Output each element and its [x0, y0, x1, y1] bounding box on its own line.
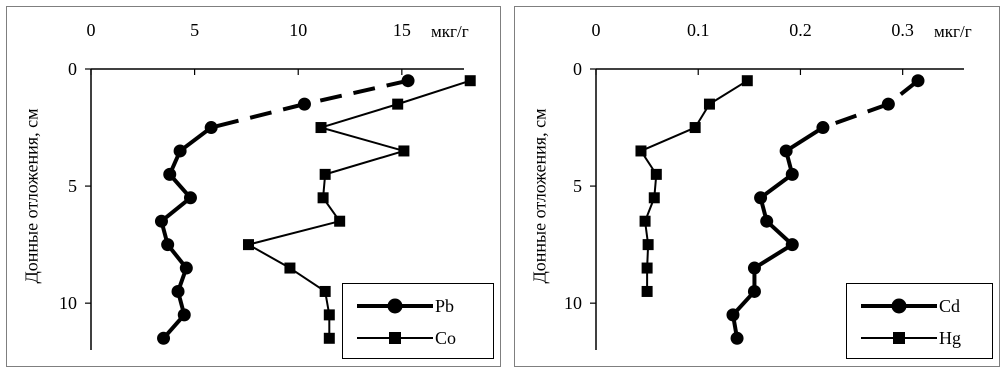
data-point-pb [401, 74, 415, 88]
data-point-cd [747, 284, 761, 298]
data-point-hg [635, 145, 647, 157]
data-point-pb [183, 191, 197, 205]
data-point-pb [171, 284, 185, 298]
data-point-co [323, 332, 335, 344]
x-tick-label: 0.2 [789, 20, 812, 40]
data-point-co [323, 309, 335, 321]
data-point-co [315, 122, 327, 134]
x-unit-label: мкг/г [934, 22, 972, 41]
data-point-cd [779, 144, 793, 158]
x-tick-label: 15 [393, 20, 411, 40]
data-point-hg [642, 239, 654, 251]
y-axis-label: Донные отложения, см [529, 108, 550, 284]
data-point-co [242, 239, 254, 251]
legend: Pb Co [342, 283, 494, 359]
data-point-co [392, 98, 404, 110]
legend-item-pb: Pb [343, 291, 493, 321]
data-point-pb [161, 238, 175, 252]
data-point-pb [163, 167, 177, 181]
x-tick-label: 0.3 [891, 20, 914, 40]
data-point-pb [177, 308, 191, 322]
chart-panel-pb-co: 0 5 10 15 0 5 10 мкг/г Донные отложения, см Pb… [6, 6, 501, 367]
data-point-cd [911, 74, 925, 88]
x-tick-label: 0.1 [687, 20, 710, 40]
x-tick-label: 0 [87, 20, 96, 40]
legend-label-cd: Cd [939, 296, 961, 316]
data-point-cd [785, 238, 799, 252]
data-point-pb [179, 261, 193, 275]
legend-swatch-hg [861, 332, 937, 344]
y-tick-label: 5 [68, 176, 77, 196]
data-point-co [317, 192, 329, 204]
legend-label-hg: Hg [939, 328, 961, 348]
x-tick-label: 10 [289, 20, 307, 40]
x-tick-label: 0 [592, 20, 601, 40]
chart-svg-pb-co: 0 5 10 15 0 5 10 [59, 20, 476, 350]
data-point-pb [154, 214, 168, 228]
legend-label-co: Co [435, 328, 457, 348]
data-point-cd [760, 214, 774, 228]
data-point-pb [297, 97, 311, 111]
data-point-pb [204, 121, 218, 135]
y-tick-label: 0 [573, 59, 582, 79]
data-point-cd [754, 191, 768, 205]
data-point-cd [816, 121, 830, 135]
series-line-pb [210, 102, 305, 130]
y-tick-label: 5 [573, 176, 582, 196]
legend-swatch-co [357, 332, 433, 344]
legend: Cd Hg [846, 283, 993, 359]
legend-item-cd: Cd [847, 291, 992, 321]
data-point-hg [703, 98, 715, 110]
data-point-cd [747, 261, 761, 275]
series-line-cd [753, 242, 794, 270]
data-point-pb [157, 331, 171, 345]
series-line-cd [822, 102, 890, 130]
x-unit-label: мкг/г [431, 22, 469, 41]
data-point-cd [881, 97, 895, 111]
y-axis-label: Донные отложения, см [21, 108, 42, 284]
data-point-co [284, 262, 296, 274]
data-point-co [319, 285, 331, 297]
y-tick-label: 0 [68, 59, 77, 79]
y-tick-label: 10 [564, 293, 582, 313]
data-point-cd [726, 308, 740, 322]
chart-svg-cd-hg: 0 0.1 0.2 0.3 0 5 10 [564, 20, 964, 350]
x-tick-label: 5 [190, 20, 199, 40]
data-point-cd [730, 331, 744, 345]
data-point-hg [689, 122, 701, 134]
chart-panel-cd-hg: 0 0.1 0.2 0.3 0 5 10 мкг/г Донные отложения, с… [514, 6, 1000, 367]
data-point-hg [648, 192, 660, 204]
series-line-cd [759, 172, 794, 200]
data-point-co [398, 145, 410, 157]
data-point-hg [641, 285, 653, 297]
legend-item-co: Co [343, 323, 493, 353]
series-line-pb [303, 78, 409, 107]
data-point-co [334, 215, 346, 227]
legend-swatch-cd [861, 298, 937, 314]
data-point-co [319, 168, 331, 180]
data-point-hg [650, 168, 662, 180]
data-point-pb [173, 144, 187, 158]
series-line-hg [639, 79, 748, 292]
y-tick-label: 10 [59, 293, 77, 313]
series-line-cd [785, 125, 825, 153]
data-point-cd [785, 167, 799, 181]
data-point-hg [741, 75, 753, 87]
legend-swatch-pb [357, 298, 433, 314]
data-point-co [464, 75, 476, 87]
legend-label-pb: Pb [435, 296, 455, 316]
data-point-hg [639, 215, 651, 227]
data-point-hg [641, 262, 653, 274]
legend-item-hg: Hg [847, 323, 992, 353]
